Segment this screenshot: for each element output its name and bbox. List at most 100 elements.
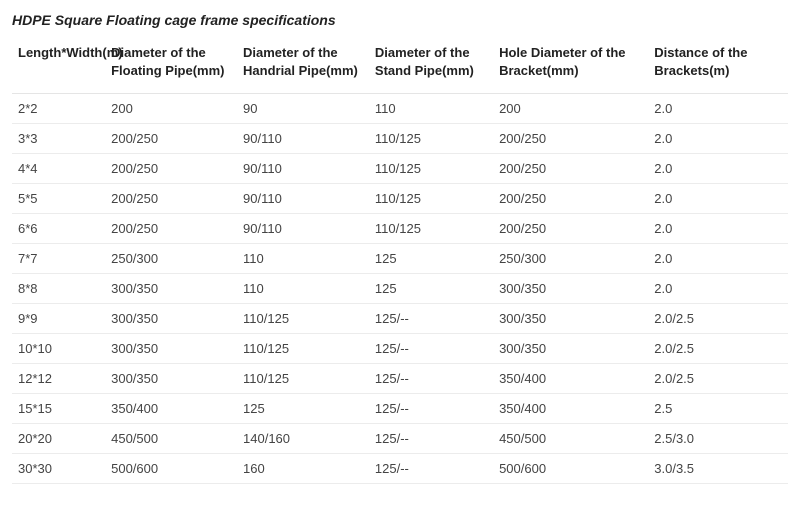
cell: 15*15 [12, 394, 105, 424]
cell: 90/110 [237, 214, 369, 244]
col-header-bracket-dist: Distance of the Brackets(m) [648, 36, 788, 94]
table-row: 5*5 200/250 90/110 110/125 200/250 2.0 [12, 184, 788, 214]
cell: 8*8 [12, 274, 105, 304]
cell: 350/400 [493, 364, 648, 394]
cell: 110/125 [369, 154, 493, 184]
table-header-row: Length*Width(m) Diameter of the Floating… [12, 36, 788, 94]
cell: 125/-- [369, 424, 493, 454]
cell: 140/160 [237, 424, 369, 454]
cell: 110/125 [237, 364, 369, 394]
cell: 200/250 [493, 124, 648, 154]
cell: 90/110 [237, 124, 369, 154]
col-header-floating-pipe: Diameter of the Floating Pipe(mm) [105, 36, 237, 94]
col-header-length-width: Length*Width(m) [12, 36, 105, 94]
cell: 200/250 [493, 154, 648, 184]
cell: 300/350 [493, 334, 648, 364]
cell: 200/250 [105, 214, 237, 244]
cell: 250/300 [105, 244, 237, 274]
cell: 10*10 [12, 334, 105, 364]
cell: 500/600 [493, 454, 648, 484]
cell: 110/125 [369, 184, 493, 214]
cell: 110/125 [369, 124, 493, 154]
cell: 2.0 [648, 124, 788, 154]
cell: 2.0 [648, 184, 788, 214]
cell: 9*9 [12, 304, 105, 334]
cell: 200/250 [493, 214, 648, 244]
table-row: 15*15 350/400 125 125/-- 350/400 2.5 [12, 394, 788, 424]
cell: 125 [237, 394, 369, 424]
table-row: 9*9 300/350 110/125 125/-- 300/350 2.0/2… [12, 304, 788, 334]
cell: 2.5/3.0 [648, 424, 788, 454]
cell: 12*12 [12, 364, 105, 394]
cell: 300/350 [493, 274, 648, 304]
cell: 200/250 [105, 154, 237, 184]
cell: 4*4 [12, 154, 105, 184]
cell: 2.0 [648, 214, 788, 244]
spec-table: Length*Width(m) Diameter of the Floating… [12, 36, 788, 484]
cell: 30*30 [12, 454, 105, 484]
cell: 2.0/2.5 [648, 304, 788, 334]
col-header-bracket-hole: Hole Diameter of the Bracket(mm) [493, 36, 648, 94]
cell: 110 [237, 274, 369, 304]
cell: 3.0/3.5 [648, 454, 788, 484]
cell: 200 [493, 94, 648, 124]
cell: 2*2 [12, 94, 105, 124]
cell: 2.0 [648, 94, 788, 124]
table-row: 6*6 200/250 90/110 110/125 200/250 2.0 [12, 214, 788, 244]
cell: 2.0/2.5 [648, 364, 788, 394]
cell: 450/500 [105, 424, 237, 454]
cell: 300/350 [105, 364, 237, 394]
table-row: 3*3 200/250 90/110 110/125 200/250 2.0 [12, 124, 788, 154]
cell: 450/500 [493, 424, 648, 454]
cell: 200/250 [493, 184, 648, 214]
cell: 90/110 [237, 184, 369, 214]
table-row: 2*2 200 90 110 200 2.0 [12, 94, 788, 124]
cell: 200/250 [105, 184, 237, 214]
cell: 160 [237, 454, 369, 484]
cell: 5*5 [12, 184, 105, 214]
cell: 350/400 [493, 394, 648, 424]
cell: 300/350 [105, 334, 237, 364]
table-row: 4*4 200/250 90/110 110/125 200/250 2.0 [12, 154, 788, 184]
cell: 125 [369, 274, 493, 304]
cell: 125/-- [369, 454, 493, 484]
cell: 300/350 [105, 304, 237, 334]
cell: 2.0 [648, 244, 788, 274]
cell: 110/125 [237, 334, 369, 364]
cell: 300/350 [493, 304, 648, 334]
table-row: 30*30 500/600 160 125/-- 500/600 3.0/3.5 [12, 454, 788, 484]
table-row: 20*20 450/500 140/160 125/-- 450/500 2.5… [12, 424, 788, 454]
cell: 110 [369, 94, 493, 124]
cell: 110 [237, 244, 369, 274]
cell: 250/300 [493, 244, 648, 274]
cell: 110/125 [369, 214, 493, 244]
cell: 90 [237, 94, 369, 124]
cell: 350/400 [105, 394, 237, 424]
spec-sheet: HDPE Square Floating cage frame specific… [0, 0, 800, 496]
cell: 200/250 [105, 124, 237, 154]
cell: 2.0/2.5 [648, 334, 788, 364]
page-title: HDPE Square Floating cage frame specific… [12, 8, 788, 36]
cell: 20*20 [12, 424, 105, 454]
cell: 2.0 [648, 274, 788, 304]
table-row: 7*7 250/300 110 125 250/300 2.0 [12, 244, 788, 274]
cell: 300/350 [105, 274, 237, 304]
table-row: 12*12 300/350 110/125 125/-- 350/400 2.0… [12, 364, 788, 394]
cell: 2.0 [648, 154, 788, 184]
table-row: 8*8 300/350 110 125 300/350 2.0 [12, 274, 788, 304]
cell: 125 [369, 244, 493, 274]
cell: 125/-- [369, 304, 493, 334]
cell: 6*6 [12, 214, 105, 244]
cell: 200 [105, 94, 237, 124]
cell: 110/125 [237, 304, 369, 334]
cell: 2.5 [648, 394, 788, 424]
cell: 90/110 [237, 154, 369, 184]
cell: 3*3 [12, 124, 105, 154]
cell: 125/-- [369, 394, 493, 424]
table-row: 10*10 300/350 110/125 125/-- 300/350 2.0… [12, 334, 788, 364]
col-header-handrail-pipe: Diameter of the Handrial Pipe(mm) [237, 36, 369, 94]
cell: 500/600 [105, 454, 237, 484]
cell: 125/-- [369, 364, 493, 394]
cell: 7*7 [12, 244, 105, 274]
col-header-stand-pipe: Diameter of the Stand Pipe(mm) [369, 36, 493, 94]
